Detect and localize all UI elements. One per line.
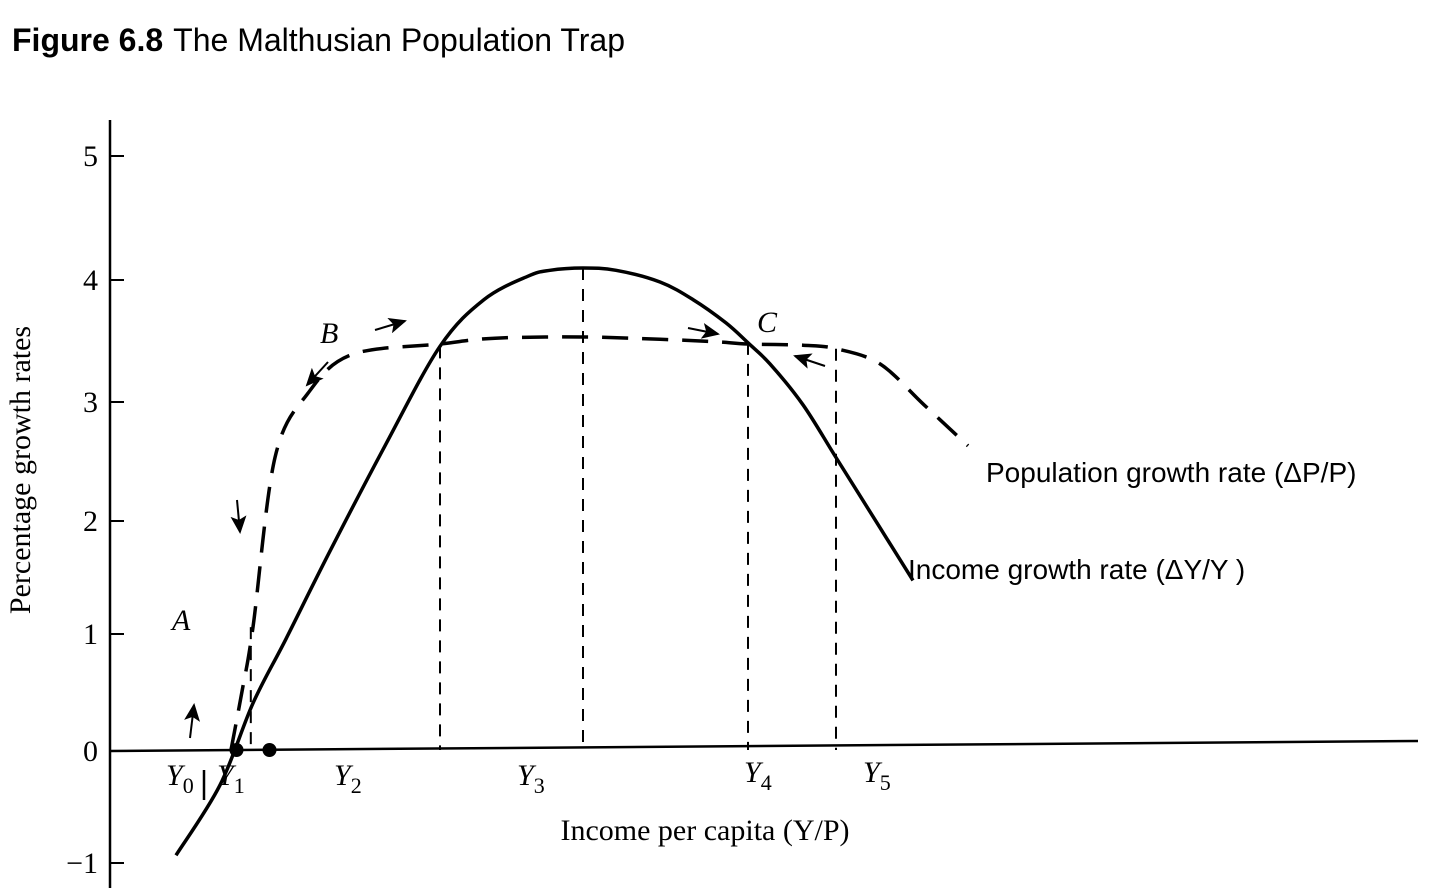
- x-tick-label: Y0: [166, 759, 194, 798]
- point-label-c: C: [757, 306, 778, 339]
- arrow-down-1: [230, 499, 247, 534]
- figure-title-text: The Malthusian Population Trap: [173, 22, 625, 58]
- y-ticks: [110, 155, 124, 864]
- point-label-a: A: [170, 604, 191, 637]
- figure-title: Figure 6.8 The Malthusian Population Trap: [12, 22, 625, 59]
- arrow-down-B: [305, 361, 329, 387]
- x-tick-label: Y3: [517, 759, 545, 798]
- axis-dot: [229, 743, 244, 757]
- y-tick-label: 2: [83, 505, 98, 538]
- y-axis-label: Percentage growth rates: [4, 326, 37, 614]
- y-tick-label: 0: [83, 735, 98, 768]
- y-tick-label: −1: [66, 847, 98, 880]
- x-tick-label: Y5: [863, 756, 891, 795]
- equilibrium-dots: [229, 743, 277, 757]
- arrow-right-C: [687, 323, 720, 339]
- arrow-right-B: [374, 317, 407, 334]
- y-tick-label: 4: [83, 264, 98, 297]
- point-label-b: B: [320, 317, 338, 350]
- x-axis-label: Income per capita (Y/P): [560, 814, 849, 847]
- arrow-up-A: [184, 703, 201, 739]
- y-tick-label: 5: [83, 140, 98, 173]
- axis-dot: [262, 743, 277, 757]
- arrow-left-C: [793, 353, 826, 369]
- population-curve-label: Population growth rate (ΔP/P): [986, 457, 1356, 488]
- income-curve-label: Income growth rate (ΔY/Y ): [908, 554, 1245, 585]
- x-tick-label: Y4: [744, 756, 772, 795]
- x-tick-label: Y2: [334, 759, 362, 798]
- x-axis: [109, 739, 1419, 753]
- vertical-dashed-lines: [249, 267, 837, 750]
- income-growth-curve: [174, 266, 915, 857]
- figure-number: Figure 6.8: [12, 22, 164, 58]
- population-growth-curve: [229, 335, 970, 751]
- y-tick-label: 1: [83, 618, 98, 651]
- y-tick-label: 3: [83, 386, 98, 419]
- direction-arrows: [184, 317, 826, 739]
